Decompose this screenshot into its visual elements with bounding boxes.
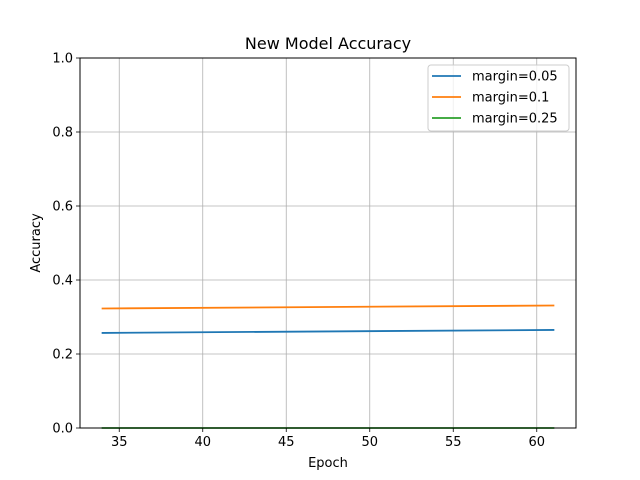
- legend-label: margin=0.05: [472, 70, 558, 85]
- y-tick-label: 1.0: [52, 52, 73, 67]
- chart-title: New Model Accuracy: [245, 34, 411, 53]
- y-tick-label: 0.8: [52, 126, 73, 141]
- y-tick-label: 0.4: [52, 274, 73, 289]
- x-tick-label: 50: [361, 435, 378, 450]
- series-line-2: [101, 304, 555, 310]
- y-tick-label: 0.6: [52, 200, 73, 215]
- series-lines: [101, 304, 555, 429]
- y-axis-title: Accuracy: [29, 213, 44, 273]
- y-tick-label: 0.2: [52, 348, 73, 363]
- plot-area-frame: [79, 57, 577, 429]
- legend-label: margin=0.1: [472, 91, 549, 106]
- y-tick-label: 0.0: [52, 422, 73, 437]
- x-tick-label: 35: [111, 435, 128, 450]
- legend: margin=0.05 margin=0.1 margin=0.25: [427, 64, 570, 132]
- series-line-1: [101, 329, 555, 334]
- x-axis-title: Epoch: [308, 456, 348, 471]
- x-tick-label: 45: [278, 435, 295, 450]
- x-tick-label: 55: [445, 435, 462, 450]
- x-tick-label: 60: [528, 435, 545, 450]
- legend-box: [427, 64, 570, 132]
- x-tick-label: 40: [194, 435, 211, 450]
- legend-label: margin=0.25: [472, 112, 558, 127]
- axis-ticks: 35 40 45 50 55 60 0.0 0.2 0.4 0.6 0.8 1.0: [52, 52, 545, 451]
